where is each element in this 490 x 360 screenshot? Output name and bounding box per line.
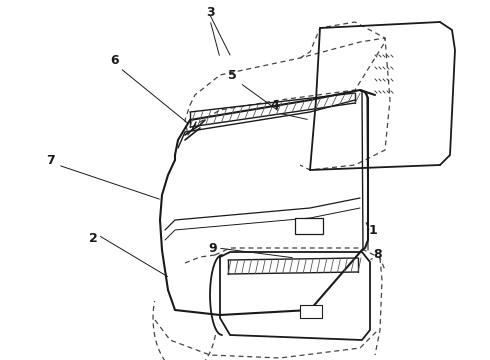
Bar: [300, 305, 322, 318]
Text: 5: 5: [228, 68, 236, 81]
Text: 9: 9: [209, 242, 217, 255]
Bar: [295, 218, 323, 234]
Text: 6: 6: [111, 54, 119, 67]
Text: 4: 4: [270, 99, 279, 112]
Text: 1: 1: [368, 224, 377, 237]
Text: 3: 3: [206, 5, 214, 18]
Text: 8: 8: [374, 248, 382, 261]
Text: 2: 2: [89, 231, 98, 244]
Text: 7: 7: [46, 153, 54, 166]
